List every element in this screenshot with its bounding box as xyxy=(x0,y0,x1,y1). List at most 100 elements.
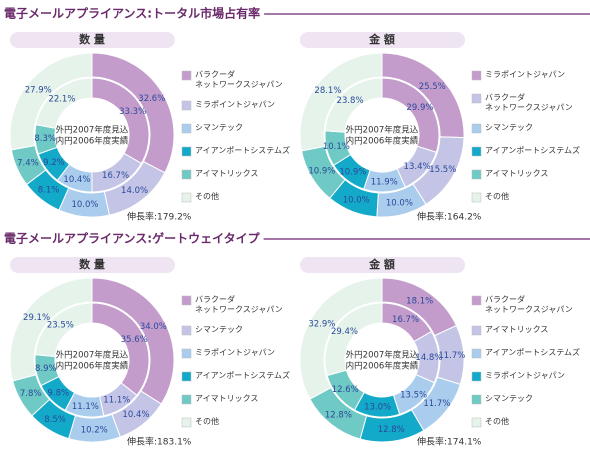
legend-label: ミラポイントジャパン xyxy=(485,70,565,79)
value-label: 25.5% xyxy=(419,82,446,92)
value-label: 8.1% xyxy=(38,185,60,195)
legend-label: その他 xyxy=(485,417,509,426)
title-pill xyxy=(300,257,465,273)
value-label: 10.9% xyxy=(339,167,366,177)
value-label: 13.0% xyxy=(364,402,391,412)
value-label: 27.9% xyxy=(25,86,52,96)
value-label: 22.1% xyxy=(48,94,75,104)
value-label: 9.2% xyxy=(43,158,65,168)
legend-label: シマンテック xyxy=(485,123,533,132)
value-label: 29.1% xyxy=(23,313,50,323)
legend-label: アイマトリックス xyxy=(485,325,549,334)
title-pill xyxy=(300,32,465,48)
legend-swatch xyxy=(181,169,192,180)
value-label: 12.8% xyxy=(378,425,405,435)
legend-swatch xyxy=(181,100,192,111)
legend-label: その他 xyxy=(485,192,509,201)
value-label: 34.0% xyxy=(140,322,167,332)
center-text: 外円2007年度見込 xyxy=(56,125,129,136)
growth-note: 伸長率:174.1% xyxy=(417,436,482,448)
center-text: 内円2006年度実績 xyxy=(346,136,419,147)
center-text: 内円2006年度実績 xyxy=(56,136,129,147)
legend-label: アイマトリックス xyxy=(485,169,549,178)
value-label: 16.7% xyxy=(392,315,419,325)
legend-swatch xyxy=(181,123,192,134)
legend-swatch xyxy=(471,325,482,336)
legend-label: バラクーダ ネットワークスジャパン xyxy=(195,295,283,314)
legend-label: シマンテック xyxy=(485,394,533,403)
value-label: 10.0% xyxy=(386,198,413,208)
value-label: 32.9% xyxy=(308,320,335,330)
value-label: 28.1% xyxy=(314,86,341,96)
legend-label: その他 xyxy=(195,192,219,201)
legend-label: バラクーダ ネットワークスジャパン xyxy=(195,70,283,89)
value-label: 10.9% xyxy=(308,166,335,176)
value-label: 11.7% xyxy=(438,351,465,361)
value-label: 7.4% xyxy=(17,159,39,169)
legend-swatch xyxy=(471,394,482,405)
legend-swatch xyxy=(471,169,482,180)
chart-title: 金 額 xyxy=(368,32,395,46)
value-label: 8.3% xyxy=(34,134,56,144)
center-text: 内円2006年度実績 xyxy=(346,361,419,372)
value-label: 11.1% xyxy=(103,395,130,405)
value-label: 12.6% xyxy=(332,385,359,395)
center-text: 外円2007年度見込 xyxy=(56,350,129,361)
legend-swatch xyxy=(471,295,482,306)
legend-swatch xyxy=(181,325,192,336)
legend-swatch xyxy=(181,417,192,428)
growth-note: 伸長率:164.2% xyxy=(417,211,482,223)
growth-note: 伸長率:183.1% xyxy=(127,436,192,448)
donut-segment xyxy=(35,77,93,129)
value-label: 29.4% xyxy=(331,327,358,337)
center-text: 外円2007年度見込 xyxy=(346,350,419,361)
donut-segment xyxy=(324,302,383,377)
chart-title: 数 量 xyxy=(79,32,105,46)
value-label: 10.0% xyxy=(71,200,98,210)
legend-swatch xyxy=(471,417,482,428)
chart-title: 数 量 xyxy=(79,257,105,271)
legend-label: ミラポイントジャパン xyxy=(195,100,275,109)
value-label: 10.2% xyxy=(81,425,108,435)
legend-swatch xyxy=(471,192,482,203)
value-label: 10.0% xyxy=(343,196,370,206)
legend-label: ミラポイントジャパン xyxy=(485,371,565,380)
value-label: 23.8% xyxy=(337,96,364,106)
value-label: 14.0% xyxy=(121,186,148,196)
legend-swatch xyxy=(181,295,192,306)
legend-swatch xyxy=(471,146,482,157)
legend-swatch xyxy=(181,192,192,203)
title-pill xyxy=(10,32,175,48)
growth-note: 伸長率:179.2% xyxy=(127,211,192,223)
value-label: 8.9% xyxy=(35,364,57,374)
legend-swatch xyxy=(471,348,482,359)
value-label: 11.1% xyxy=(72,402,99,412)
value-label: 35.6% xyxy=(121,335,148,345)
value-label: 16.7% xyxy=(102,171,129,181)
legend-label: シマンテック xyxy=(195,325,243,334)
donut-segment xyxy=(299,277,383,400)
chart-title: 金 額 xyxy=(368,257,395,271)
legend-swatch xyxy=(181,394,192,405)
value-label: 10.4% xyxy=(122,410,149,420)
legend-swatch xyxy=(181,348,192,359)
legend-swatch xyxy=(181,371,192,382)
value-label: 23.5% xyxy=(47,321,74,331)
value-label: 14.8% xyxy=(415,353,442,363)
value-label: 13.4% xyxy=(404,162,431,172)
value-label: 9.8% xyxy=(48,388,70,398)
legend-label: その他 xyxy=(195,417,219,426)
donut-segment xyxy=(9,52,93,151)
legend-label: アイアンポートシステムズ xyxy=(195,371,291,380)
value-label: 33.3% xyxy=(119,107,146,117)
value-label: 10.1% xyxy=(323,142,350,152)
center-text: 外円2007年度見込 xyxy=(346,125,419,136)
value-label: 8.5% xyxy=(44,415,66,425)
donut-segment xyxy=(34,302,93,358)
value-label: 11.7% xyxy=(423,399,450,409)
legend-label: バラクーダ ネットワークスジャパン xyxy=(485,93,573,112)
legend-label: アイマトリックス xyxy=(195,394,259,403)
legend-label: アイアンポートシステムズ xyxy=(485,348,581,357)
legend-label: シマンテック xyxy=(195,123,243,132)
